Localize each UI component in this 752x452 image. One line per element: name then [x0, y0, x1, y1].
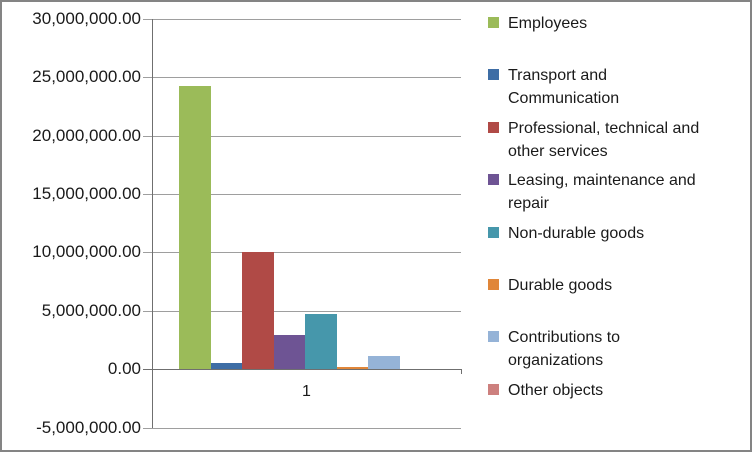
- legend-item-employees: Employees: [487, 12, 745, 64]
- legend-key-durable-goods: [488, 278, 499, 290]
- bar-non-durable-goods: [305, 314, 337, 370]
- legend-label-professional-technical-and-other-services: Professional, technical and other servic…: [508, 119, 700, 160]
- legend-label-contributions-to-organizations: Contributions to organizations: [508, 329, 621, 370]
- y-axis-tick-label: 10,000,000.00: [32, 242, 141, 262]
- legend-item-other-objects: Other objects: [487, 379, 745, 431]
- legend-label-other-objects: Other objects: [508, 381, 604, 399]
- legend-key-other-objects: [488, 383, 499, 395]
- bar-durable-goods: [336, 366, 368, 370]
- category-axis-label: 1: [302, 383, 311, 400]
- legend-key-leasing-maintenance-and-repair: [488, 174, 499, 186]
- y-axis-tick-label: 15,000,000.00: [32, 184, 141, 204]
- y-axis-tick-label: 20,000,000.00: [32, 125, 141, 145]
- bar-employees: [179, 86, 211, 370]
- legend-key-transport-and-communication: [488, 69, 499, 81]
- legend-item-non-durable-goods: Non-durable goods: [487, 222, 745, 274]
- y-axis-tick-label: -5,000,000.00: [36, 417, 141, 437]
- legend-item-contributions-to-organizations: Contributions to organizations: [487, 326, 745, 378]
- legend-label-durable-goods: Durable goods: [508, 276, 613, 294]
- y-axis-tick-label: 30,000,000.00: [32, 9, 141, 28]
- legend-item-professional-technical-and-other-services: Professional, technical and other servic…: [487, 117, 745, 169]
- gridline-15-000-000-00: [143, 194, 461, 196]
- legend-label-leasing-maintenance-and-repair: Leasing, maintenance and repair: [508, 172, 696, 213]
- gridline-30-000-000-00: [143, 19, 461, 20]
- gridline-5-000-000-00: [143, 310, 461, 312]
- legend-key-employees: [488, 17, 499, 28]
- legend-key-non-durable-goods: [488, 226, 499, 238]
- legend-key-professional-technical-and-other-services: [488, 121, 499, 133]
- bar-transport-and-communication: [210, 362, 242, 370]
- bar-professional-technical-and-other-services: [242, 252, 274, 370]
- legend-label-non-durable-goods: Non-durable goods: [508, 224, 645, 242]
- y-axis-tick-label: 5,000,000.00: [41, 300, 141, 320]
- category-axis-end-tick: [461, 369, 462, 375]
- gridline-10-000-000-00: [143, 252, 461, 254]
- legend-label-transport-and-communication: Transport and Communication: [508, 67, 620, 108]
- legend: Employees Transport and Communication Prof…: [487, 12, 745, 431]
- gridline-5-000-000-00: [143, 427, 461, 429]
- gridline-25-000-000-00: [143, 77, 461, 79]
- y-axis-tick-label: 25,000,000.00: [32, 67, 141, 87]
- bar-contributions-to-organizations: [368, 356, 400, 370]
- legend-item-transport-and-communication: Transport and Communication: [487, 64, 745, 116]
- legend-label-employees: Employees: [508, 15, 588, 32]
- category-axis-line: [143, 369, 461, 371]
- bar-leasing-maintenance-and-repair: [273, 334, 305, 370]
- y-axis-tick-label: 0.00: [107, 359, 141, 379]
- legend-key-contributions-to-organizations: [488, 331, 499, 343]
- legend-item-leasing-maintenance-and-repair: Leasing, maintenance and repair: [487, 169, 745, 221]
- value-axis-line: [152, 19, 153, 428]
- legend-item-durable-goods: Durable goods: [487, 274, 745, 326]
- gridline-20-000-000-00: [143, 135, 461, 137]
